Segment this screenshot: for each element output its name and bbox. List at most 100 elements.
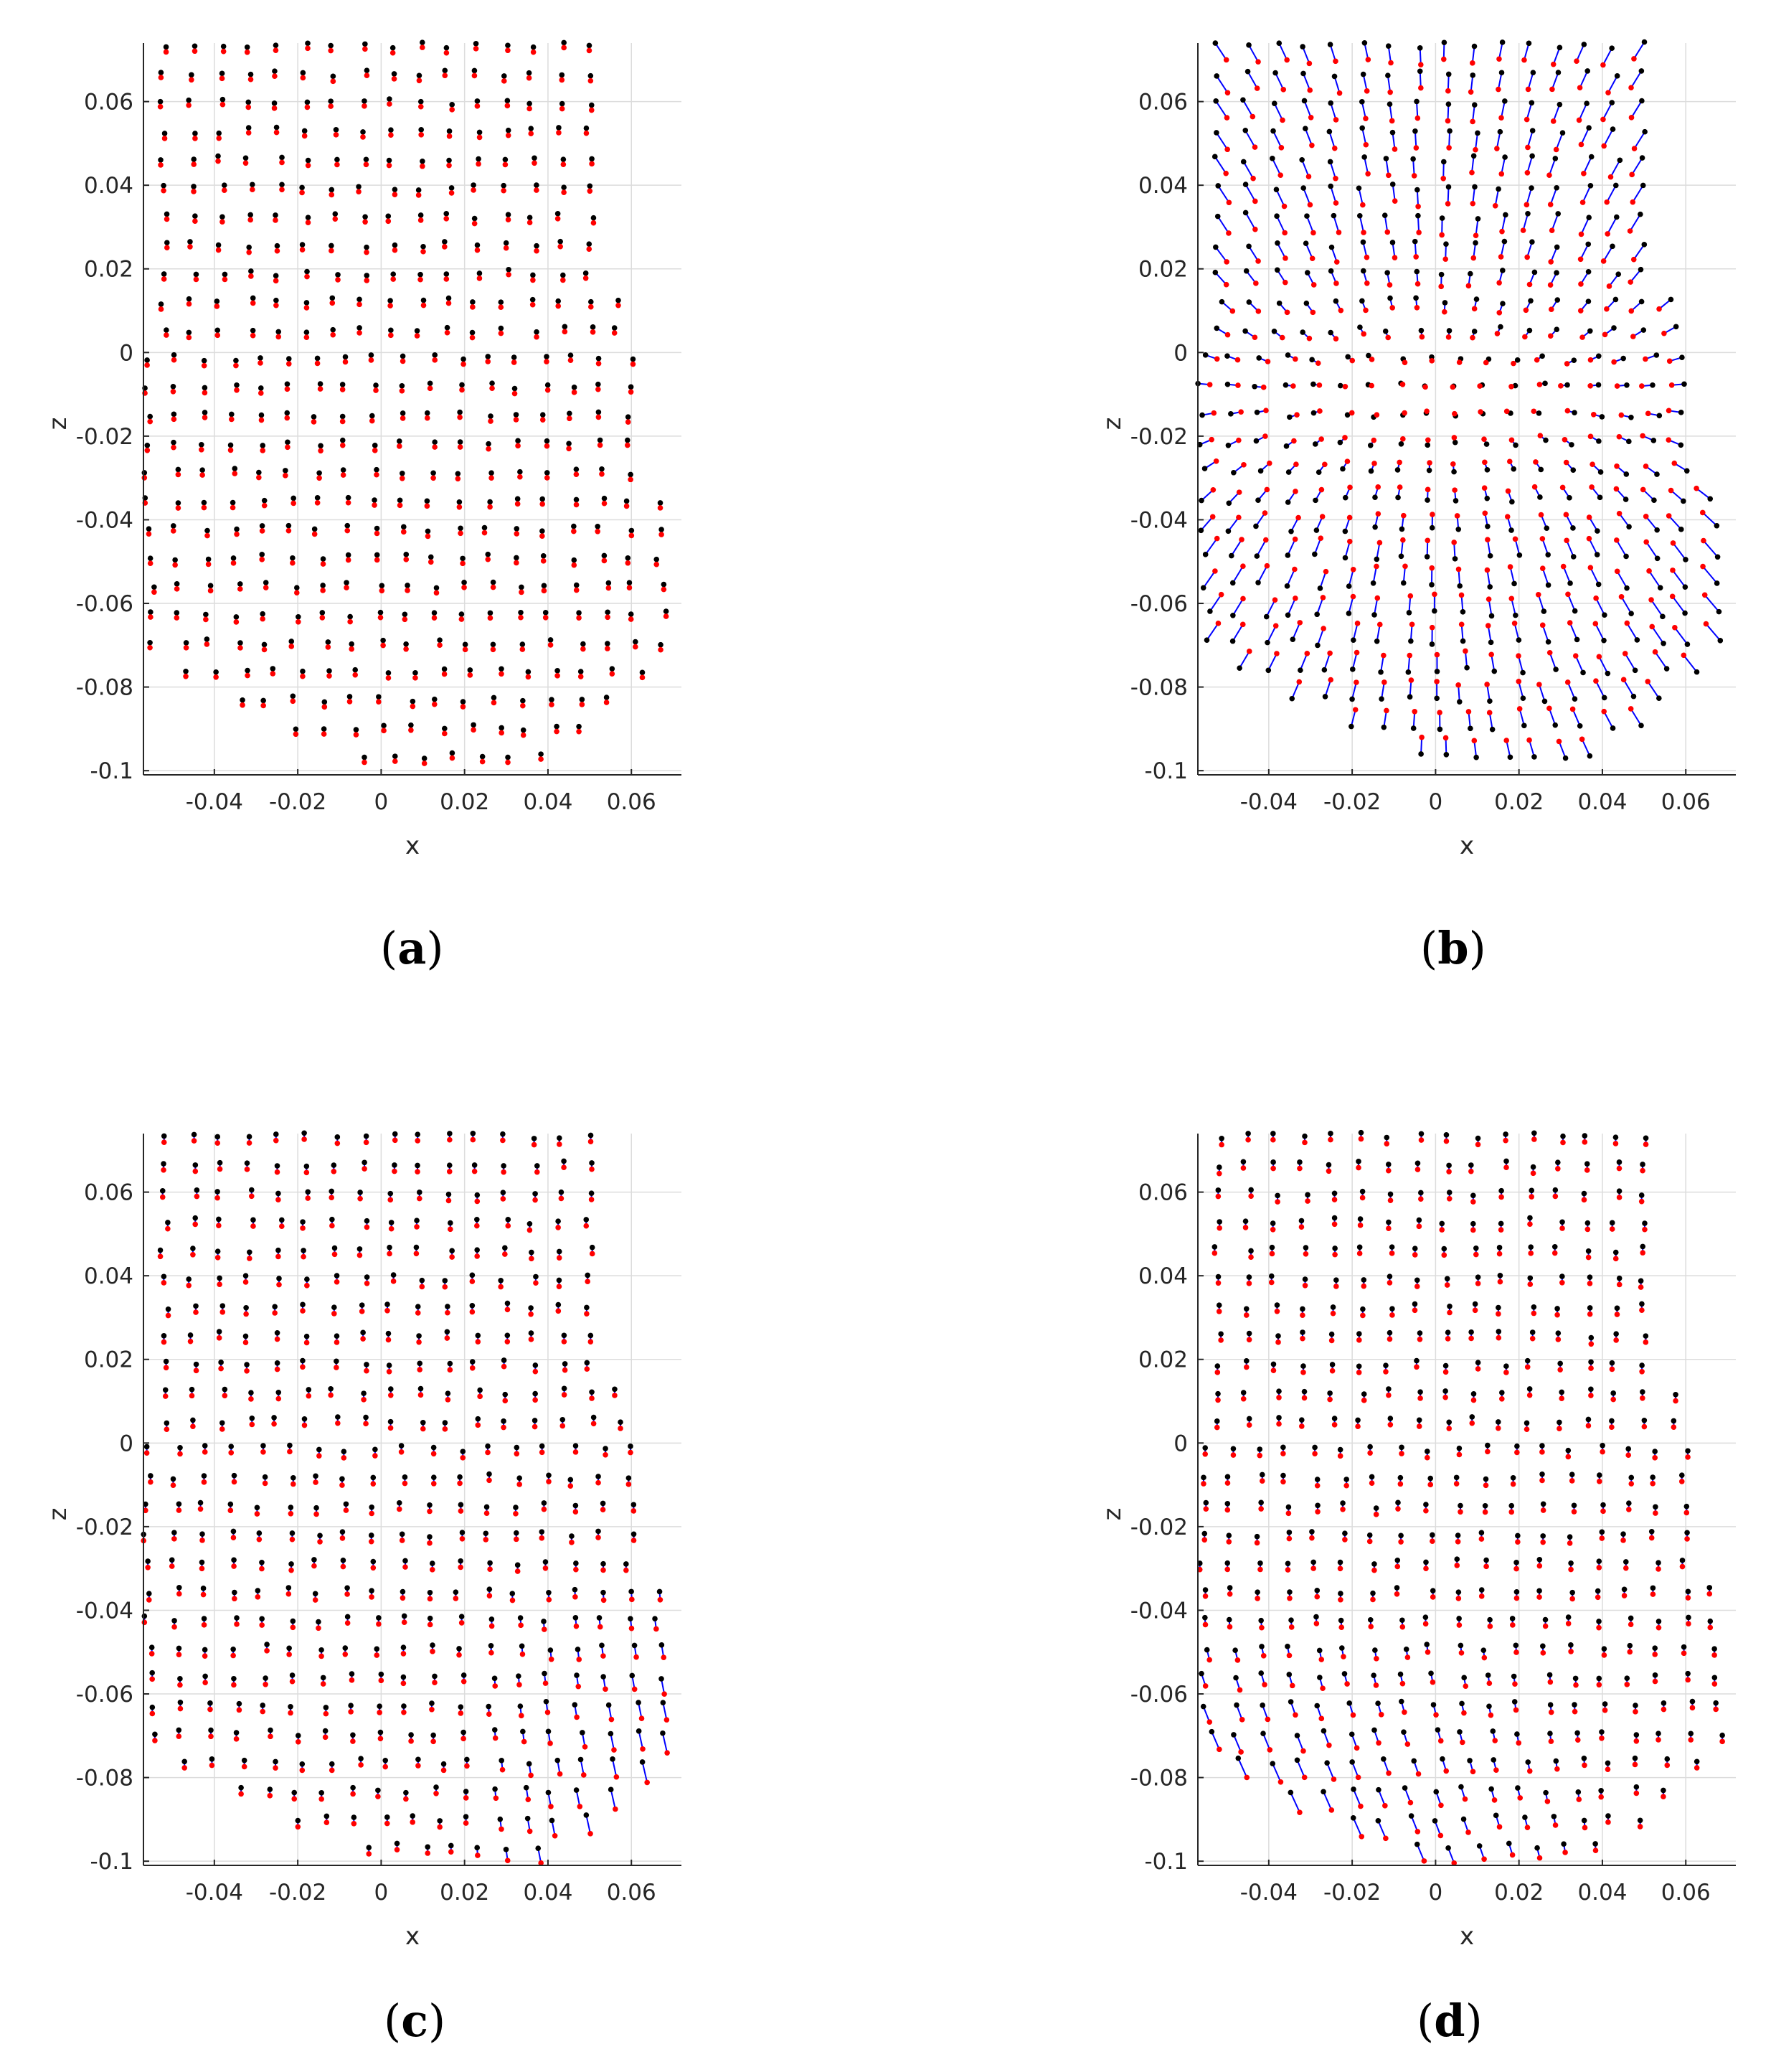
reference-point (1623, 496, 1629, 502)
deformed-point (539, 533, 545, 539)
deformed-point (437, 1824, 443, 1830)
chart-panel-d: -0.04 -0.02 0 0.02 0.04 0.06 0.06 0.04 0.02 0 -0.0… (1098, 1119, 1750, 1951)
deformed-point (1546, 705, 1552, 712)
reference-point (274, 1360, 280, 1366)
deformed-point (148, 1651, 155, 1657)
reference-point (442, 1420, 448, 1426)
deformed-point (1297, 620, 1303, 626)
reference-point (429, 1560, 435, 1566)
reference-point (1471, 329, 1478, 334)
reference-point (1529, 153, 1535, 159)
reference-point (360, 1329, 366, 1336)
reference-point (387, 1190, 394, 1197)
deformed-point (284, 386, 291, 392)
reference-point (431, 610, 438, 616)
y-tick-label: 0 (119, 1431, 133, 1456)
deformed-point (1672, 624, 1678, 631)
deformed-point (1293, 595, 1298, 601)
displacement-vector (1631, 157, 1643, 175)
deformed-point (1581, 171, 1587, 176)
reference-point (387, 1418, 394, 1425)
reference-point (417, 1385, 424, 1392)
reference-point (385, 670, 392, 676)
deformed-point (1430, 512, 1435, 517)
deformed-point (1310, 282, 1317, 288)
reference-point (1408, 638, 1414, 644)
reference-point (1475, 1135, 1481, 1141)
deformed-point (330, 78, 336, 85)
reference-point (1355, 1417, 1361, 1423)
deformed-point (579, 702, 585, 707)
reference-point (1216, 1302, 1222, 1308)
reference-point (174, 581, 180, 587)
reference-point (1446, 1162, 1452, 1169)
displacement-vector (1442, 161, 1445, 179)
reference-point (1270, 1361, 1277, 1367)
deformed-point (234, 387, 240, 393)
deformed-point (1242, 1225, 1249, 1230)
deformed-point (176, 1733, 182, 1739)
reference-point (1372, 494, 1378, 501)
deformed-point (1666, 437, 1672, 443)
deformed-point (399, 475, 405, 481)
deformed-point (1530, 1170, 1536, 1177)
reference-point (388, 327, 394, 334)
deformed-point (458, 1710, 464, 1716)
deformed-point (1260, 1653, 1267, 1659)
reference-point (398, 1443, 405, 1449)
deformed-point (219, 75, 225, 82)
reference-point (261, 641, 268, 648)
reference-point (628, 1588, 634, 1595)
reference-point (313, 1473, 318, 1479)
deformed-point (417, 1367, 423, 1372)
displacement-vector (1306, 215, 1314, 233)
reference-point (260, 697, 266, 704)
reference-point (1406, 610, 1412, 616)
deformed-point (291, 1481, 296, 1487)
reference-point (1414, 1160, 1421, 1167)
displacement-vector (1672, 570, 1686, 588)
reference-point (291, 1789, 298, 1796)
reference-point (357, 1190, 363, 1195)
deformed-point (460, 1678, 467, 1685)
reference-point (163, 1358, 169, 1365)
deformed-point (1223, 170, 1229, 176)
deformed-point (430, 475, 436, 481)
reference-point (1248, 1248, 1254, 1254)
deformed-point (288, 1710, 293, 1716)
deformed-point (589, 1251, 595, 1257)
reference-point (1243, 268, 1250, 274)
deformed-point (1590, 411, 1597, 418)
deformed-point (1321, 626, 1326, 631)
reference-point (1443, 751, 1450, 758)
reference-point (201, 357, 207, 364)
deformed-point (192, 136, 198, 141)
deformed-point (258, 417, 265, 423)
displacement-vector (1348, 596, 1354, 614)
reference-point (1226, 500, 1232, 507)
reference-point (1473, 754, 1479, 760)
reference-point (513, 1504, 519, 1510)
deformed-point (501, 1363, 507, 1370)
displacement-vector (1633, 244, 1645, 260)
deformed-point (601, 557, 608, 564)
y-tick-label: 0.06 (84, 1180, 133, 1206)
deformed-point (502, 1251, 508, 1257)
deformed-point (1276, 1421, 1282, 1427)
deformed-point (233, 1736, 240, 1742)
deformed-point (1527, 1281, 1534, 1287)
deformed-point (1498, 171, 1505, 177)
reference-point (334, 156, 340, 163)
deformed-point (557, 1771, 563, 1777)
reference-point (652, 1616, 658, 1622)
reference-point (1472, 1301, 1478, 1307)
reference-point (1500, 268, 1506, 273)
reference-point (1360, 71, 1366, 77)
reference-point (1371, 612, 1377, 618)
reference-point (233, 614, 240, 620)
deformed-point (1631, 56, 1637, 62)
deformed-point (443, 216, 450, 222)
reference-point (389, 44, 396, 51)
displacement-vector (1552, 104, 1561, 122)
reference-point (1285, 499, 1291, 505)
